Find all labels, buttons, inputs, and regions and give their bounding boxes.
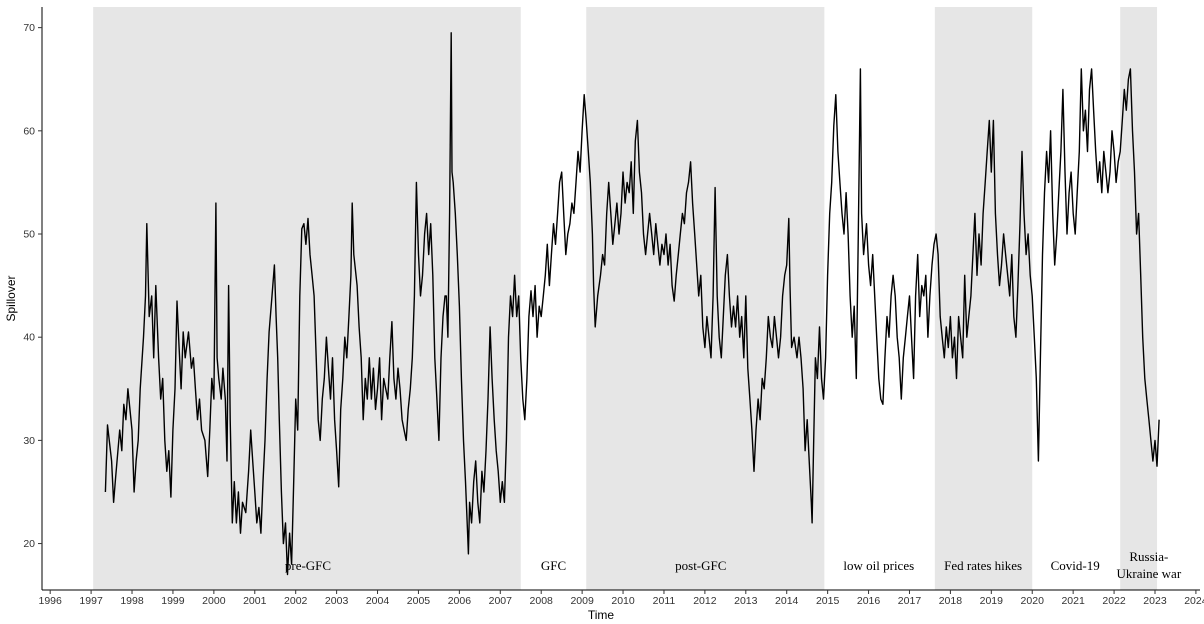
- x-tick-label: 2011: [653, 595, 676, 607]
- x-tick-label: 2004: [366, 595, 390, 607]
- period-band: [93, 7, 521, 590]
- period-label: GFC: [541, 558, 566, 573]
- y-tick-label: 20: [23, 538, 35, 550]
- x-tick-label: 2022: [1102, 595, 1126, 607]
- x-tick-label: 2015: [816, 595, 840, 607]
- period-band: [934, 7, 1033, 590]
- x-ticks: 1996 1997 1998 1999 2000 2001 2002 2003 2004 2005…: [39, 590, 1204, 607]
- x-tick-label: 2005: [407, 595, 431, 607]
- x-tick-label: 2018: [939, 595, 963, 607]
- x-tick-label: 2016: [857, 595, 881, 607]
- x-tick-label: 2021: [1061, 595, 1085, 607]
- y-axis-title: Spillover: [4, 275, 18, 321]
- x-tick-label: 2006: [448, 595, 472, 607]
- y-tick-label: 70: [23, 22, 35, 34]
- x-tick-label: 2010: [611, 595, 635, 607]
- x-tick-label: 2024: [1184, 595, 1204, 607]
- x-axis-title: Time: [588, 608, 615, 622]
- x-tick-label: 2013: [734, 595, 758, 607]
- x-tick-label: 2007: [489, 595, 513, 607]
- period-label: post-GFC: [675, 558, 726, 573]
- x-tick-label: 1996: [39, 595, 63, 607]
- y-tick-label: 50: [23, 229, 35, 241]
- period-label: low oil prices: [843, 558, 914, 573]
- period-label: Russia-Ukraine war: [1117, 549, 1182, 581]
- axes: [41, 7, 1200, 591]
- period-label: Covid-19: [1051, 558, 1100, 573]
- y-tick-label: 30: [23, 435, 35, 447]
- x-tick-label: 2014: [775, 595, 799, 607]
- x-tick-label: 2003: [325, 595, 349, 607]
- period-label: pre-GFC: [285, 558, 331, 573]
- x-tick-label: 2008: [530, 595, 554, 607]
- y-tick-label: 40: [23, 332, 35, 344]
- spillover-series-line: [104, 32, 1160, 576]
- x-tick-label: 2019: [980, 595, 1004, 607]
- period-band: [1120, 7, 1158, 590]
- x-tick-label: 2002: [284, 595, 308, 607]
- x-tick-label: 2020: [1021, 595, 1045, 607]
- y-tick-label: 60: [23, 125, 35, 137]
- period-bands: [93, 7, 1158, 590]
- x-tick-label: 2012: [693, 595, 717, 607]
- x-tick-label: 1997: [79, 595, 103, 607]
- x-tick-label: 1998: [120, 595, 144, 607]
- x-tick-label: 2023: [1143, 595, 1167, 607]
- series-line-group: [104, 32, 1160, 576]
- x-tick-label: 2009: [570, 595, 594, 607]
- x-tick-label: 2017: [898, 595, 922, 607]
- x-tick-label: 1999: [161, 595, 185, 607]
- y-ticks: 20 30 40 50 60 70: [23, 22, 42, 550]
- period-band: [586, 7, 825, 590]
- period-labels: pre-GFC GFC post-GFC low oil prices Fed rate…: [285, 549, 1182, 581]
- x-tick-label: 2001: [243, 595, 267, 607]
- x-tick-label: 2000: [202, 595, 226, 607]
- period-label: Fed rates hikes: [944, 558, 1022, 573]
